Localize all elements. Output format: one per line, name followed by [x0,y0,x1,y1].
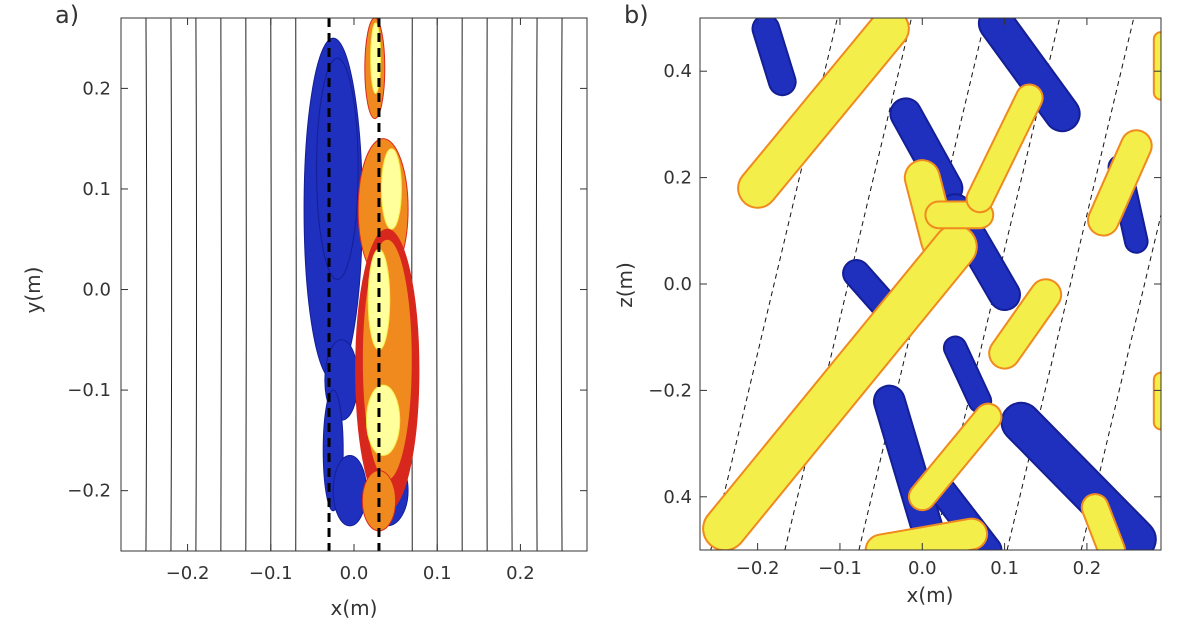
blue-isosurface [1002,403,1155,550]
panel-b-x-tick-label: −0.1 [818,558,862,579]
dashed-field-line [1080,212,1161,550]
panel-a-x-tick-label: 0.0 [340,563,369,584]
panel-a-y-tick-label: −0.2 [67,481,111,502]
panel-b-y-tick-label: 0.0 [663,274,692,295]
panel-a-x-tick-label: −0.1 [249,563,293,584]
panel-b-x-axis-label: x(m) [907,583,954,607]
field-line [145,18,148,551]
panel-a-y-axis-label: y(m) [21,267,45,314]
blue-isosurface [316,57,359,280]
warm-isosurface [365,384,401,456]
panel-a: −0.2 −0.1 0.0 0.1 0.2 −0.2 −0.1 0.0 0.1 0.2 a) x(… [21,1,588,620]
yellow-isosurface [909,404,1001,510]
yellow-isosurface [1088,131,1151,235]
field-line [461,18,463,551]
panel-b-y-tick-label: 0.4 [663,61,692,82]
field-line [245,18,247,551]
panel-b-ticks: −0.2 −0.1 0.0 0.1 0.2 0.4 0.2 0.0 −0.2 0.4 [648,18,1161,579]
panel-b-y-axis-label: z(m) [613,262,637,308]
panel-a-x-tick-label: 0.2 [506,563,535,584]
yellow-isosurface [1082,495,1124,550]
blue-isosurface [332,454,367,527]
field-line [486,18,488,551]
panel-b-y-tick-label: −0.2 [648,380,692,401]
warm-isosurface [380,148,402,230]
blue-isosurface [753,18,795,95]
yellow-isosurface [990,280,1061,368]
panel-a-y-tick-label: 0.0 [82,280,111,301]
panel-b-isosurfaces [702,18,1161,550]
field-line [510,18,513,551]
panel-b-y-tick-label: 0.4 [663,487,692,508]
panel-a-ticks: −0.2 −0.1 0.0 0.1 0.2 −0.2 −0.1 0.0 0.1 0.2 [67,18,587,584]
panel-b-x-tick-label: 0.0 [908,558,937,579]
panel-b-x-tick-label: 0.2 [1073,558,1102,579]
dashed-field-line [1006,18,1135,550]
panel-a-x-axis-label: x(m) [331,596,378,620]
yellow-isosurface [704,226,976,550]
field-line [270,18,272,551]
blue-isosurface [979,18,1079,131]
panel-b-label: b) [624,1,649,29]
blue-isosurface [874,386,945,550]
panel-b-x-tick-label: −0.2 [736,558,780,579]
yellow-isosurface [739,18,908,207]
panel-a-isosurfaces [303,18,420,532]
panel-a-y-tick-label: 0.1 [82,179,111,200]
panel-a-field-lines [145,18,563,551]
yellow-isosurface [967,85,1042,212]
field-line [560,18,563,551]
panel-b-y-tick-label: 0.2 [663,168,692,189]
panel-a-y-tick-label: −0.1 [67,380,111,401]
yellow-isosurface [866,519,987,550]
panel-a-y-tick-label: 0.2 [82,78,111,99]
panel-a-label: a) [55,1,79,29]
field-line [535,18,538,551]
panel-a-x-tick-label: 0.1 [423,563,452,584]
field-line [436,18,438,551]
field-line [220,18,222,551]
panel-a-x-tick-label: −0.2 [166,563,210,584]
blue-isosurface [944,337,991,412]
field-line [195,18,198,551]
dashed-field-line [710,18,838,550]
field-line [170,18,173,551]
panel-b-x-tick-label: 0.1 [990,558,1019,579]
panel-b: −0.2 −0.1 0.0 0.1 0.2 0.4 0.2 0.0 −0.2 0.4 b) x(m… [613,1,1162,607]
